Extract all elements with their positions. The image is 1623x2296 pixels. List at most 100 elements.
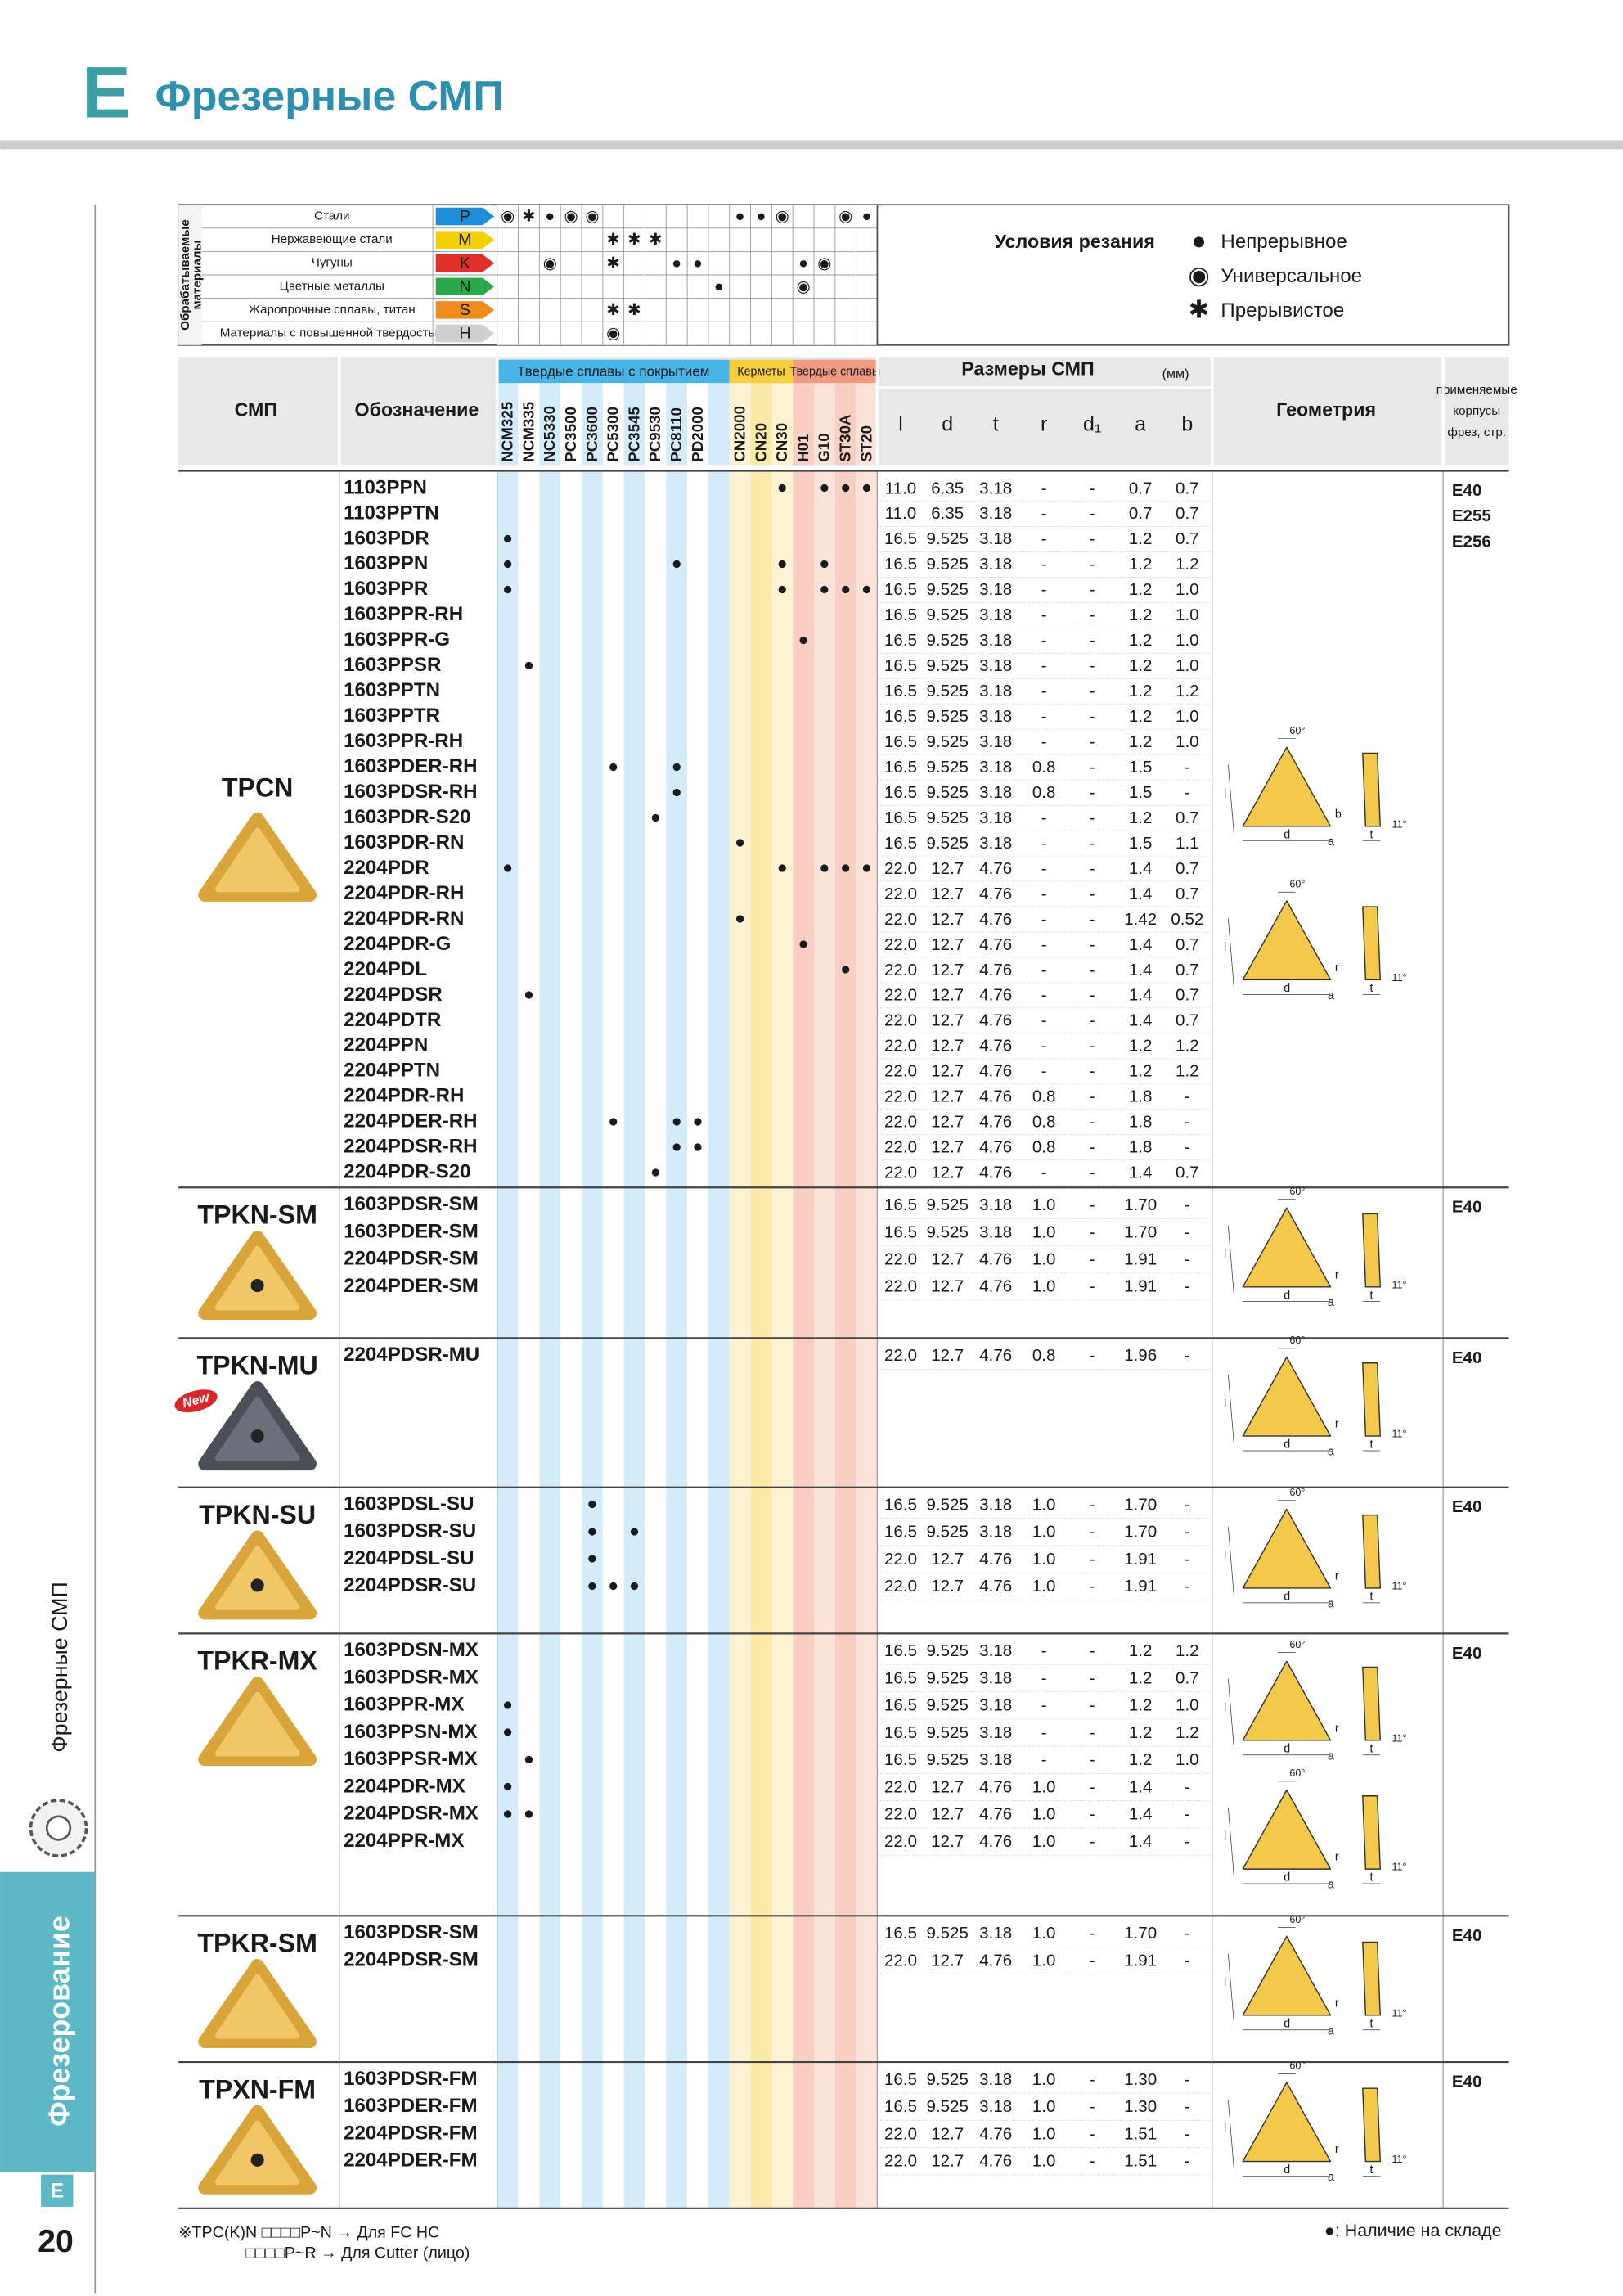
grade-header-cell xyxy=(623,383,645,466)
material-name: Жаропрочные сплавы, титан xyxy=(249,303,416,317)
body-reference: E40 xyxy=(1452,481,1482,500)
dimension-value: 22.0 xyxy=(884,1550,917,1569)
designation: 2204PDL xyxy=(344,958,427,980)
geometry-label: l xyxy=(1224,1701,1226,1714)
column-header: Обозначение xyxy=(355,398,479,420)
dimension-value: - xyxy=(1185,1550,1190,1569)
dimension-value: 1.51 xyxy=(1124,2152,1157,2171)
geometry-label: t xyxy=(1370,982,1373,995)
grade-header-cell xyxy=(539,383,561,466)
insert-hole xyxy=(250,1578,264,1592)
dimension-value: 22.0 xyxy=(884,1113,917,1132)
dimension-value: - xyxy=(1185,1777,1190,1796)
material-code-badge xyxy=(435,277,495,296)
dimension-value: 0.7 xyxy=(1176,479,1199,497)
dimension-value: - xyxy=(1185,2152,1190,2171)
dimension-value: - xyxy=(1041,1011,1047,1030)
dimension-value: - xyxy=(1185,1222,1190,1241)
dimension-value: 16.5 xyxy=(884,783,917,802)
dimension-value: - xyxy=(1090,1195,1095,1214)
dimension-value: - xyxy=(1090,1723,1095,1742)
dimension-value: - xyxy=(1041,834,1047,853)
geometry-triangle xyxy=(1242,1789,1332,1870)
designation: 1103PPN xyxy=(344,476,427,498)
dimension-value: 9.525 xyxy=(927,834,969,853)
condition-mark: ✱ xyxy=(606,231,619,249)
condition-mark: ✱ xyxy=(606,301,619,319)
grade-label: CN20 xyxy=(752,423,769,462)
grade-label: PC8110 xyxy=(668,407,685,462)
dimension-value: 16.5 xyxy=(884,1723,917,1742)
dimension-value: 6.35 xyxy=(931,479,964,497)
footer-legend: ●: Наличие на складе xyxy=(1324,2221,1502,2240)
geometry-side-view xyxy=(1362,1795,1381,1870)
designation: 1603PDR-RN xyxy=(344,831,464,853)
dimension-value: - xyxy=(1090,555,1095,574)
dimension-value: 0.7 xyxy=(1129,479,1153,497)
dimension-value: 9.525 xyxy=(927,1495,969,1514)
dimension-value: 9.525 xyxy=(927,1523,969,1542)
dimension-value: 3.18 xyxy=(979,580,1012,599)
designation: 1603PDSN-MX xyxy=(344,1639,479,1661)
geometry-label: 60° xyxy=(1289,1186,1305,1197)
geometry-side-view xyxy=(1362,1213,1381,1288)
dimension-value: 16.5 xyxy=(884,1924,917,1943)
stock-mark: ● xyxy=(502,1722,513,1741)
grade-column-stripe xyxy=(623,470,645,2208)
footer-note: ※TPC(K)N □□□□P~N → Для FC HC xyxy=(178,2223,439,2241)
stock-mark: ● xyxy=(587,1494,597,1514)
dimension-value: 16.5 xyxy=(884,580,917,599)
dimension-value: 0.7 xyxy=(1176,1164,1199,1182)
dimension-value: 1.2 xyxy=(1176,555,1199,574)
geometry-label: l xyxy=(1224,1830,1226,1844)
dimension-value: 3.18 xyxy=(979,834,1012,853)
stock-mark: ● xyxy=(819,478,829,497)
geometry-label: 11° xyxy=(1392,1732,1407,1744)
dimension-value: 16.5 xyxy=(884,808,917,827)
dimension-value: 3.18 xyxy=(979,2097,1012,2116)
dimension-value: - xyxy=(1185,1195,1190,1214)
geometry-triangle xyxy=(1242,1508,1332,1589)
dimension-value: 1.0 xyxy=(1032,1277,1056,1296)
dimension-value: - xyxy=(1090,2097,1095,2116)
stock-mark: ● xyxy=(524,1803,534,1823)
dimension-value: 16.5 xyxy=(884,2070,917,2089)
geometry-label: t xyxy=(1370,1742,1373,1755)
dimension-value: - xyxy=(1090,732,1095,751)
geometry-label: 60° xyxy=(1289,879,1305,890)
dimension-value: 22.0 xyxy=(884,1250,917,1269)
dimension-value: 1.2 xyxy=(1176,1037,1199,1056)
dimension-value: - xyxy=(1041,885,1047,903)
stock-mark: ● xyxy=(629,1521,640,1541)
grade-header-cell xyxy=(834,383,856,466)
dimension-value: 1.2 xyxy=(1129,808,1153,827)
legend-label: Прерывистое xyxy=(1221,299,1344,322)
dimension-value: 1.4 xyxy=(1129,885,1153,903)
geometry-label: d xyxy=(1284,1590,1290,1603)
stock-mark: ● xyxy=(672,756,682,776)
grade-label: PC3545 xyxy=(625,407,642,462)
dimension-value: 3.18 xyxy=(979,1696,1012,1715)
grade-header-cell xyxy=(666,383,688,466)
stock-mark: ● xyxy=(861,579,872,598)
dimension-value: 3.18 xyxy=(979,1523,1012,1542)
bodies-header: фрез, стр. xyxy=(1447,425,1506,439)
dimension-value: 1.0 xyxy=(1176,606,1199,624)
dimension-value: 1.8 xyxy=(1129,1138,1153,1157)
geometry-triangle xyxy=(1242,1356,1332,1437)
dimension-value: 12.7 xyxy=(931,1777,964,1796)
stock-mark: ● xyxy=(693,1137,704,1156)
dimension-value: 1.30 xyxy=(1124,2070,1157,2089)
dimension-value: - xyxy=(1185,2124,1190,2143)
grade-header-cell xyxy=(518,383,540,466)
dimension-value: 22.0 xyxy=(884,2124,917,2143)
geometry-side-view xyxy=(1362,1514,1381,1589)
dimension-value: 1.5 xyxy=(1129,783,1153,802)
condition-mark: ● xyxy=(545,208,555,226)
dimension-value: 1.2 xyxy=(1129,555,1153,574)
dimension-header: r xyxy=(1041,413,1047,436)
material-name: Цветные металлы xyxy=(280,279,384,293)
dimension-value: 12.7 xyxy=(931,1087,964,1106)
dimension-value: 16.5 xyxy=(884,1495,917,1514)
insert-name: TPXN-FM xyxy=(199,2074,316,2104)
